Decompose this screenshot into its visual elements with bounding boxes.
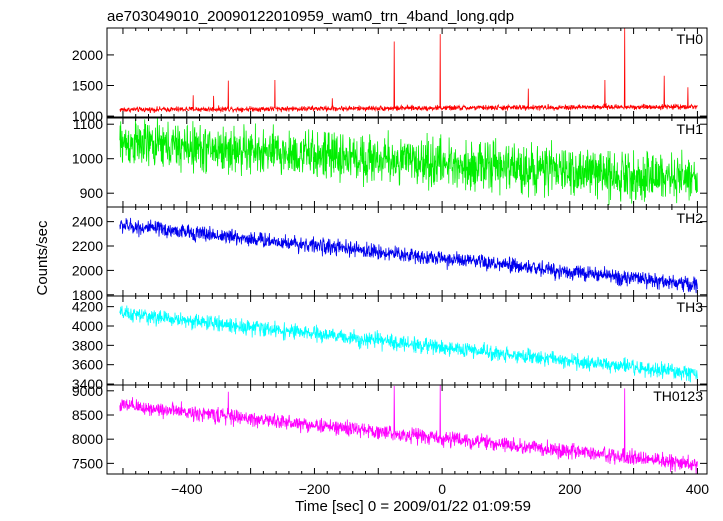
y-tick-label: 2000	[72, 47, 103, 63]
y-tick-label: 1000	[72, 151, 103, 167]
series-line-th2	[119, 217, 698, 294]
series-line-th3	[119, 305, 698, 383]
y-tick-label: 9000	[72, 383, 103, 399]
panel-label: TH1	[677, 121, 704, 137]
y-tick-label: 2400	[72, 214, 103, 230]
y-tick-label: 1500	[72, 77, 103, 93]
panel-label: TH2	[677, 210, 704, 226]
y-tick-label: 2000	[72, 262, 103, 278]
y-tick-label: 8500	[72, 407, 103, 423]
series-line-th1	[119, 118, 698, 206]
x-tick-label: 0	[438, 481, 446, 497]
y-tick-label: 4000	[72, 318, 103, 334]
y-tick-label: 3600	[72, 357, 103, 373]
series-line-th0123	[119, 385, 698, 474]
panel-frame	[106, 206, 708, 297]
y-tick-label: 7500	[72, 455, 103, 471]
chart-title: ae703049010_20090122010959_wam0_trn_4ban…	[107, 8, 514, 25]
panel-label: TH3	[677, 299, 704, 315]
y-tick-label: 1000	[72, 108, 103, 124]
panel-th2: 1800 2000 2200 2400 TH2	[72, 206, 708, 303]
panel-label: TH0123	[653, 388, 703, 404]
x-tick-label: 200	[558, 481, 582, 497]
y-axis-label: Counts/sec	[34, 220, 51, 296]
panel-th0123: 7500 8000 8500 9000 TH0123	[72, 383, 708, 475]
x-tick-label: 400	[686, 481, 710, 497]
x-tick-label: −200	[299, 481, 331, 497]
panel-label: TH0	[677, 31, 704, 47]
panel-frame	[106, 295, 708, 386]
y-tick-label: 2200	[72, 238, 103, 254]
y-tick-label: 1800	[72, 287, 103, 303]
y-tick-label: 3400	[72, 376, 103, 392]
y-tick-label: 4200	[72, 299, 103, 315]
y-tick-label: 3800	[72, 337, 103, 353]
panel-th0: 1000 1500 2000 TH0	[72, 27, 708, 124]
y-tick-label: 900	[80, 185, 104, 201]
series-line-th0	[119, 28, 698, 114]
panel-th3: 3400 3600 3800 4000 4200 TH3	[72, 295, 708, 392]
y-tick-label: 1100	[73, 116, 103, 132]
y-tick-label: 8000	[72, 431, 103, 447]
x-tick-label: −400	[171, 481, 203, 497]
x-axis-label: Time [sec] 0 = 2009/01/22 01:09:59	[295, 498, 531, 515]
panel-th1: 900 1000 1100 TH1	[72, 116, 708, 208]
panel-frame	[106, 384, 708, 475]
panel-frame	[106, 27, 708, 118]
